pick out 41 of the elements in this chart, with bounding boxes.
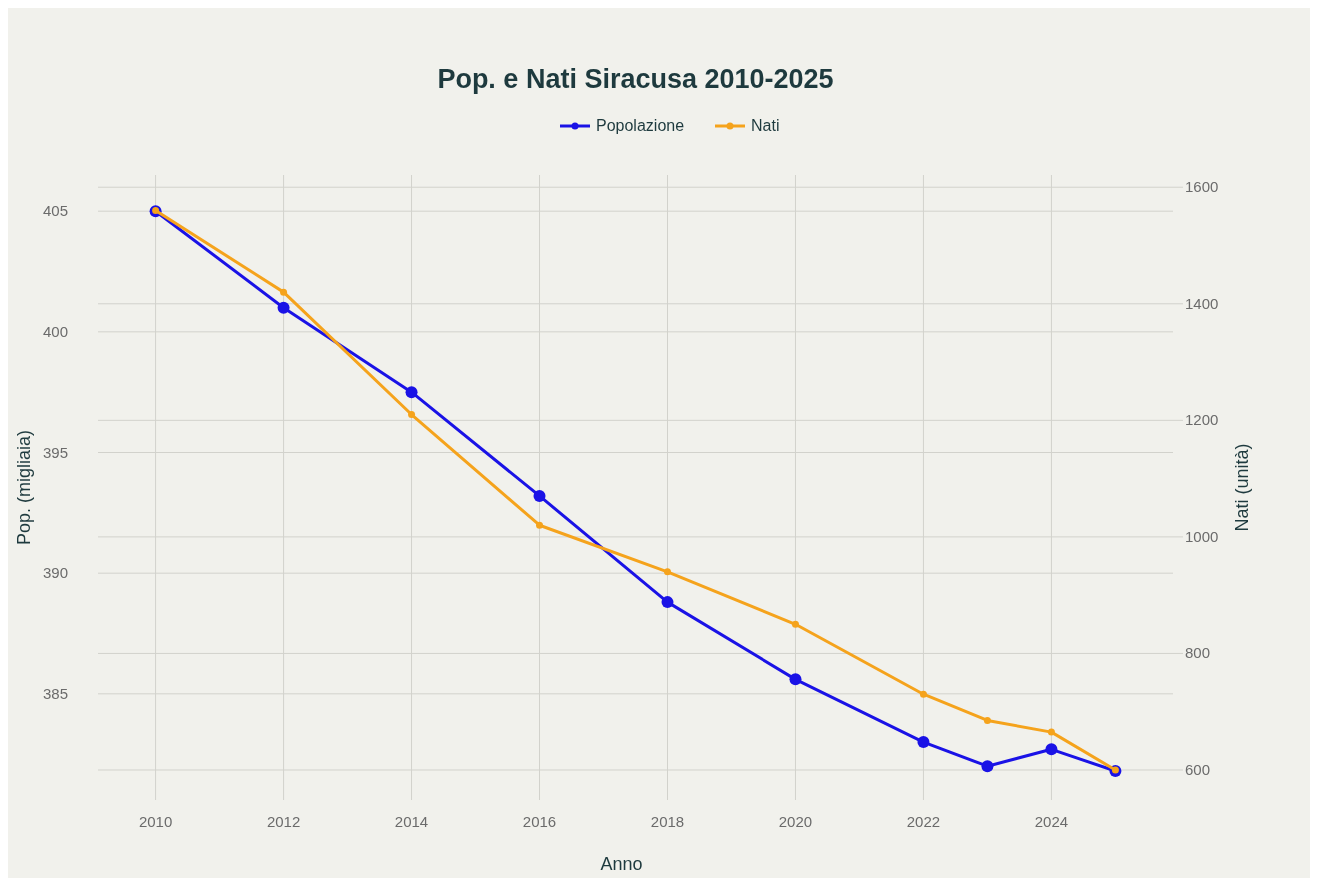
y2-tick-label: 1400 <box>1185 294 1219 312</box>
legend-label: Nati <box>751 117 780 134</box>
point <box>1047 728 1055 736</box>
legend-label: Popolazione <box>596 117 685 134</box>
point <box>533 489 546 502</box>
y2-tick-label: 1000 <box>1185 527 1219 545</box>
point <box>983 716 991 724</box>
point <box>1045 743 1058 756</box>
point <box>661 596 674 609</box>
point <box>280 288 288 296</box>
x-tick-label: 2016 <box>522 813 557 830</box>
point <box>408 411 416 419</box>
point <box>789 673 802 686</box>
point <box>663 568 671 576</box>
x-tick-label: 2014 <box>394 813 429 830</box>
point <box>791 620 799 628</box>
point <box>981 760 994 773</box>
point <box>919 690 927 698</box>
x-axis-title: Anno <box>600 854 643 874</box>
chart-title: Pop. e Nati Siracusa 2010-2025 <box>437 64 834 94</box>
y2-tick-label: 1600 <box>1185 178 1219 196</box>
y-tick-label: 400 <box>42 322 68 340</box>
y2-tick-label: 1200 <box>1185 411 1219 429</box>
y2-tick-label: 600 <box>1185 760 1211 778</box>
x-tick-label: 2022 <box>906 813 941 830</box>
y-tick-label: 385 <box>42 684 68 702</box>
x-tick-label: 2010 <box>138 813 173 830</box>
x-tick-label: 2018 <box>650 813 685 830</box>
y2-axis-title: Nati (unità) <box>1232 443 1252 532</box>
y-tick-label: 405 <box>42 202 68 220</box>
y-axis-title: Pop. (migliaia) <box>14 429 34 546</box>
point <box>536 521 544 529</box>
y-tick-label: 390 <box>42 564 68 582</box>
x-tick-label: 2020 <box>778 813 813 830</box>
x-tick-label: 2012 <box>266 813 301 830</box>
x-tick-label: 2024 <box>1034 813 1069 830</box>
y-tick-label: 395 <box>42 443 68 461</box>
point <box>405 386 418 399</box>
point <box>917 736 930 749</box>
point <box>277 301 290 314</box>
y2-tick-label: 800 <box>1185 644 1211 662</box>
